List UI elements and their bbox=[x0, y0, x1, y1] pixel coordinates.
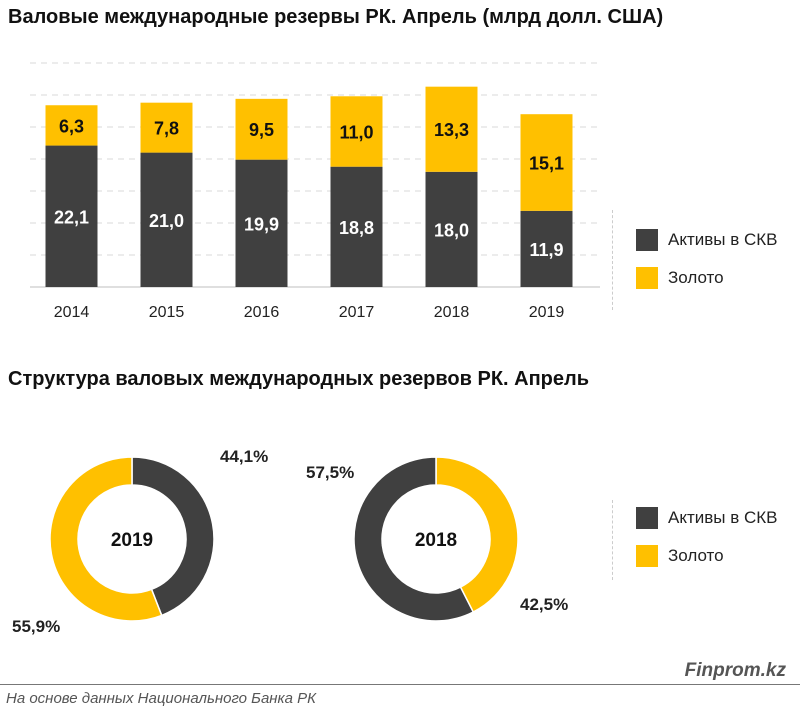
legend-swatch-dark bbox=[636, 229, 658, 251]
donut-value-label-2018-assets: 57,5% bbox=[306, 463, 354, 482]
bar-label-assets-2019: 11,9 bbox=[529, 240, 563, 260]
bar-label-gold-2019: 15,1 bbox=[529, 154, 564, 174]
bar-label-assets-2015: 21,0 bbox=[149, 211, 184, 231]
bar-label-gold-2016: 9,5 bbox=[249, 120, 274, 140]
x-tick-label-2018: 2018 bbox=[434, 304, 470, 321]
bar-chart-title: Валовые международные резервы РК. Апрель… bbox=[8, 6, 664, 28]
legend-label-gold: Золото bbox=[668, 268, 724, 287]
bar-label-gold-2017: 11,0 bbox=[339, 122, 373, 142]
bar-label-assets-2017: 18,8 bbox=[339, 218, 374, 238]
donut-slice-2018-assets bbox=[353, 456, 475, 622]
legend-label-assets-2: Активы в СКВ bbox=[668, 508, 778, 527]
donut-charts: 2019 44,1% 55,9% 2018 57,5% 42,5% bbox=[12, 447, 568, 636]
donut-chart-title: Структура валовых международных резервов… bbox=[8, 368, 590, 390]
x-tick-label-2017: 2017 bbox=[339, 304, 375, 321]
legend-item-assets-2: Активы в СКВ bbox=[636, 506, 778, 530]
bar-assets-2019 bbox=[520, 210, 573, 287]
x-tick-label-2014: 2014 bbox=[54, 304, 90, 321]
legend-item-gold-2: Золото bbox=[636, 544, 778, 568]
legend-swatch-gold-2 bbox=[636, 545, 658, 567]
x-tick-label-2015: 2015 bbox=[149, 304, 185, 321]
bar-assets-2014 bbox=[45, 145, 98, 287]
donut-legend: Активы в СКВ Золото bbox=[636, 506, 778, 582]
bar-assets-2015 bbox=[140, 152, 193, 287]
donut-value-label-2019-gold: 55,9% bbox=[12, 617, 60, 636]
donut-slice-2018-gold bbox=[435, 456, 519, 614]
bar-gold-2015 bbox=[140, 102, 193, 153]
legend-divider-2 bbox=[612, 500, 613, 580]
footer-divider bbox=[0, 684, 800, 685]
legend-label-assets: Активы в СКВ bbox=[668, 230, 778, 249]
legend-swatch-dark-2 bbox=[636, 507, 658, 529]
bar-label-assets-2016: 19,9 bbox=[244, 214, 279, 234]
bar-label-gold-2018: 13,3 bbox=[434, 120, 469, 140]
legend-item-gold: Золото bbox=[636, 266, 778, 290]
bar-chart: 22,1 6,3 2014 21,0 7,8 2015 19,9 9,5 2016 18,8 11,… bbox=[30, 62, 600, 321]
x-tick-label-2019: 2019 bbox=[529, 304, 565, 321]
bar-gold-2014 bbox=[45, 105, 98, 146]
donut-value-label-2019-assets: 44,1% bbox=[220, 447, 268, 466]
bar-gold-2019 bbox=[520, 114, 573, 211]
legend-item-assets: Активы в СКВ bbox=[636, 228, 778, 252]
bar-label-gold-2015: 7,8 bbox=[154, 119, 179, 139]
legend-divider bbox=[612, 210, 613, 310]
source-note: На основе данных Национального Банка РК bbox=[6, 690, 316, 707]
bar-assets-2018 bbox=[425, 171, 478, 287]
donut-center-label-2019: 2019 bbox=[111, 530, 153, 551]
bar-label-assets-2018: 18,0 bbox=[434, 220, 469, 240]
donut-slice-2019-gold bbox=[49, 456, 163, 622]
brand-logo-text: Finprom.kz bbox=[684, 660, 786, 681]
bar-gold-2016 bbox=[235, 98, 288, 160]
x-tick-label-2016: 2016 bbox=[244, 304, 280, 321]
legend-label-gold-2: Золото bbox=[668, 546, 724, 565]
bar-gold-2017 bbox=[330, 96, 383, 167]
bar-label-assets-2014: 22,1 bbox=[54, 207, 89, 227]
donut-value-label-2018-gold: 42,5% bbox=[520, 595, 568, 614]
bar-assets-2017 bbox=[330, 166, 383, 287]
bar-legend: Активы в СКВ Золото bbox=[636, 228, 778, 304]
donut-slice-2019-assets bbox=[131, 456, 215, 617]
legend-swatch-gold bbox=[636, 267, 658, 289]
bar-label-gold-2014: 6,3 bbox=[59, 116, 84, 136]
donut-center-label-2018: 2018 bbox=[415, 530, 457, 551]
bar-gold-2018 bbox=[425, 86, 478, 172]
bar-assets-2016 bbox=[235, 159, 288, 287]
